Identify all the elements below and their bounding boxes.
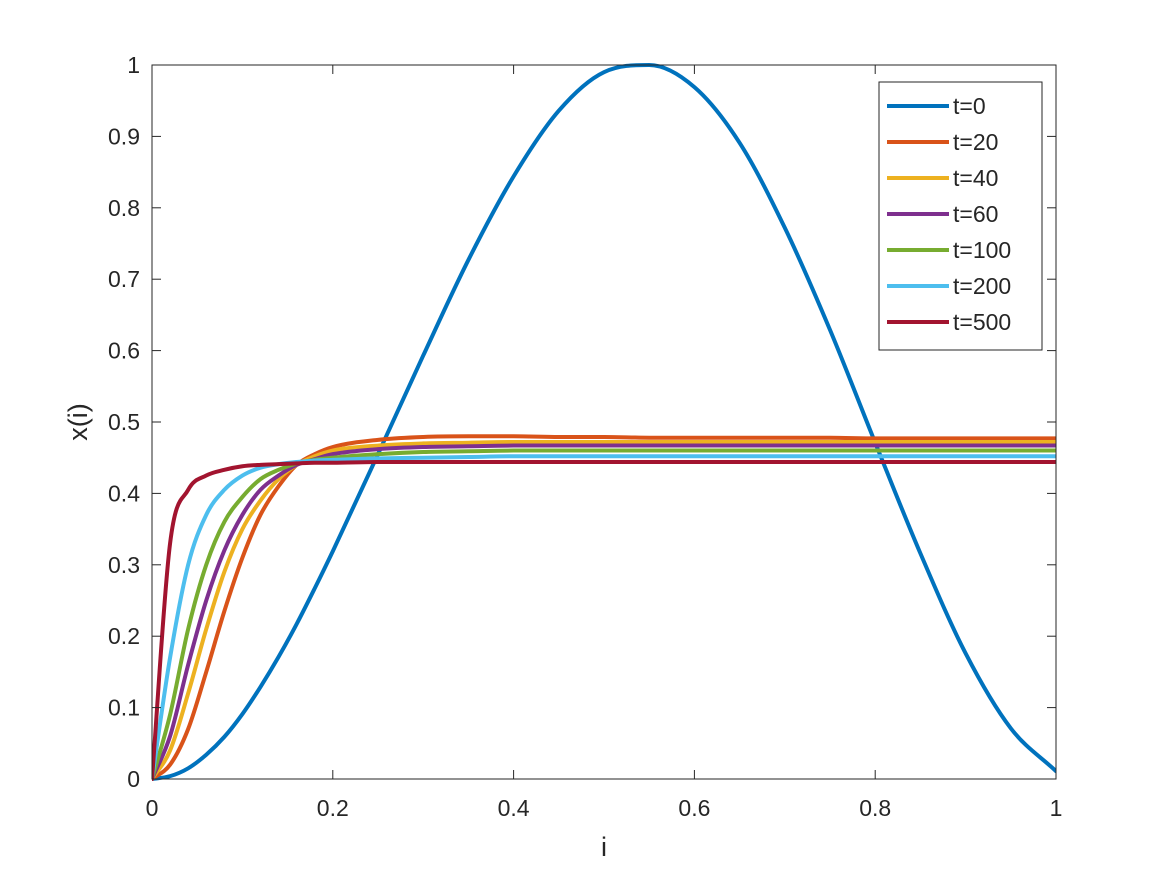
legend-label: t=500 [953, 309, 1011, 335]
y-tick-label: 0.3 [108, 552, 140, 578]
legend-label: t=60 [953, 201, 998, 227]
series-line-t-200 [152, 454, 1056, 781]
y-tick-label: 0.5 [108, 409, 140, 435]
x-axis-label: i [601, 832, 607, 862]
legend: t=0 t=20 t=40 t=60 t=100 t=200 t=500 [878, 81, 1043, 351]
legend-label: t=0 [953, 93, 986, 119]
x-tick-label: 0.8 [859, 795, 891, 821]
y-tick-label: 1 [127, 52, 140, 78]
y-tick-label: 0.4 [108, 480, 140, 506]
tick-layer: 0 0.2 0.4 0.6 0.8 1 0 0.1 0.2 0.3 0.4 0.5 0.6 0.7 0.8 0… [108, 52, 1062, 821]
x-tick-label: 0.6 [678, 795, 710, 821]
y-tick-label: 0.2 [108, 623, 140, 649]
x-tick-label: 0 [146, 795, 159, 821]
legend-label: t=40 [953, 165, 998, 191]
series-line-t-20 [152, 434, 1056, 781]
x-tick-label: 0.2 [317, 795, 349, 821]
series-line-t-100 [152, 448, 1056, 781]
x-tick-label: 0.4 [498, 795, 530, 821]
series-line-t-60 [152, 443, 1056, 781]
legend-label: t=100 [953, 237, 1011, 263]
legend-label: t=200 [953, 273, 1011, 299]
series-line-t-40 [152, 439, 1056, 781]
y-tick-label: 0.8 [108, 195, 140, 221]
legend-label: t=20 [953, 129, 998, 155]
series-layer [152, 63, 1056, 781]
y-axis-label: x(i) [63, 403, 93, 440]
y-tick-label: 0.6 [108, 338, 140, 364]
y-tick-label: 0 [127, 766, 140, 792]
y-tick-label: 0.1 [108, 695, 140, 721]
series-line-t-500 [152, 459, 1056, 781]
y-tick-label: 0.9 [108, 123, 140, 149]
x-tick-label: 1 [1050, 795, 1063, 821]
y-tick-label: 0.7 [108, 266, 140, 292]
